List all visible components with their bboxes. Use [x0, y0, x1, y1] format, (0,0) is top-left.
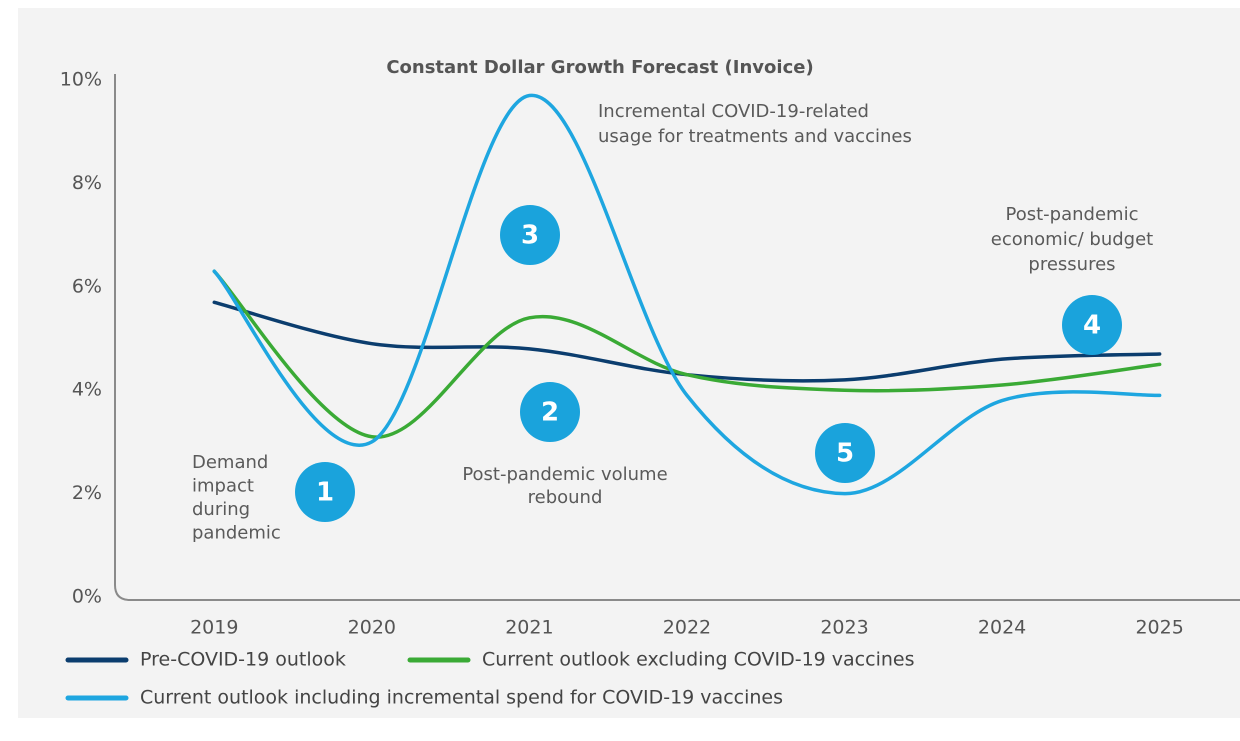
x-tick-label: 2019 [190, 617, 238, 639]
badge-number: 3 [521, 221, 539, 251]
y-tick-label: 6% [72, 275, 102, 297]
legend-label: Current outlook excluding COVID-19 vacci… [482, 649, 914, 671]
axis [114, 74, 1240, 601]
annotation: Demand [192, 452, 268, 473]
y-tick-label: 10% [60, 69, 102, 91]
x-tick-label: 2021 [505, 617, 553, 639]
annotation: Post-pandemic volume [462, 464, 667, 485]
y-tick-label: 8% [72, 172, 102, 194]
series-line [212, 93, 1162, 496]
x-tick-label: 2023 [820, 617, 868, 639]
y-tick-label: 4% [72, 379, 102, 401]
badge [815, 423, 875, 483]
badge-number: 1 [316, 478, 334, 508]
annotation: during [192, 499, 250, 520]
x-tick-label: 2025 [1135, 617, 1183, 639]
annotation: usage for treatments and vaccines [598, 126, 912, 147]
x-tick-label: 2020 [348, 617, 396, 639]
badge [500, 205, 560, 265]
chart-title: Constant Dollar Growth Forecast (Invoice… [386, 57, 813, 78]
legend-label: Pre-COVID-19 outlook [140, 649, 346, 671]
badge [295, 462, 355, 522]
annotation: economic/ budget [991, 229, 1153, 250]
x-tick-label: 2022 [663, 617, 711, 639]
annotation: pandemic [192, 523, 281, 544]
y-tick-label: 2% [72, 482, 102, 504]
badge [1062, 295, 1122, 355]
series-line [212, 269, 1162, 439]
badge-number: 4 [1083, 311, 1101, 341]
annotation: Incremental COVID-19-related [598, 101, 869, 122]
badge-number: 5 [836, 439, 854, 469]
annotation: rebound [528, 487, 603, 508]
annotation: impact [192, 476, 254, 497]
badge [520, 382, 580, 442]
y-tick-label: 0% [72, 586, 102, 608]
legend-label: Current outlook including incremental sp… [140, 687, 783, 709]
x-tick-label: 2024 [978, 617, 1026, 639]
annotation: pressures [1028, 254, 1115, 275]
annotation: Post-pandemic [1006, 204, 1139, 225]
badge-number: 2 [541, 398, 559, 428]
